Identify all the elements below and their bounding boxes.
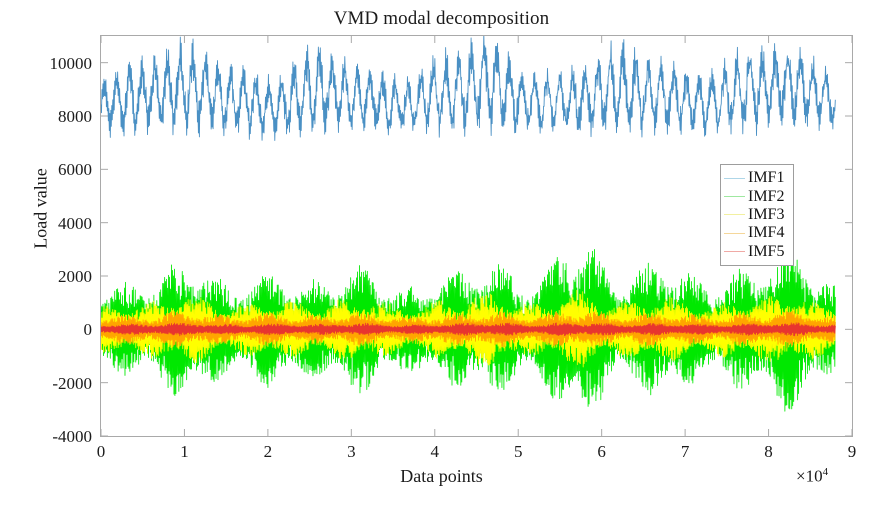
y-axis-ticks: -4000 -2000 0 2000 4000 6000 8000 10000 [0, 0, 93, 510]
legend-label: IMF4 [748, 224, 785, 242]
legend-swatch-icon [724, 251, 745, 253]
x-axis-label: Data points [400, 466, 483, 486]
page-title: VMD modal decomposition [333, 8, 550, 29]
y-tick-label: 2000 [58, 267, 92, 286]
legend-label: IMF3 [748, 205, 785, 223]
x-tick-label: 6 [597, 442, 606, 461]
x-tick-label: 9 [847, 442, 857, 461]
x-tick-label: 7 [680, 442, 690, 461]
y-tick-label: 0 [83, 320, 93, 340]
x-tick-label: 8 [764, 442, 773, 461]
y-tick-label: 4000 [58, 213, 92, 233]
plot-canvas [101, 36, 852, 436]
legend-item-imf5[interactable]: IMF5 [724, 243, 789, 261]
legend-swatch-icon [724, 177, 745, 179]
y-tick-label: 8000 [58, 107, 92, 126]
x-tick-label: 1 [180, 442, 189, 461]
legend-item-imf3[interactable]: IMF3 [724, 206, 789, 224]
legend-label: IMF1 [748, 169, 785, 187]
x-axis-exponent: ×104 [796, 466, 828, 487]
legend-item-imf4[interactable]: IMF4 [724, 224, 789, 242]
y-axis-label: Load value [30, 168, 51, 249]
legend-swatch-icon [724, 196, 745, 198]
legend-item-imf2[interactable]: IMF2 [724, 187, 789, 205]
legend-label: IMF2 [748, 187, 785, 205]
legend-label: IMF5 [748, 242, 785, 260]
legend-item-imf1[interactable]: IMF1 [724, 169, 789, 187]
chart-legend: IMF1 IMF2 IMF3 IMF4 IMF5 [720, 164, 794, 266]
x-tick-label: 5 [513, 442, 523, 461]
legend-swatch-icon [724, 214, 745, 216]
x-tick-label: 0 [96, 442, 106, 461]
x-axis-exponent-power: 4 [822, 466, 829, 478]
x-axis-exponent-base: ×10 [796, 466, 823, 486]
x-tick-label: 4 [430, 442, 440, 461]
y-tick-label: -4000 [52, 427, 92, 446]
y-tick-label: 6000 [58, 160, 92, 180]
y-tick-label: -2000 [52, 373, 92, 393]
y-tick-label: 10000 [49, 53, 93, 73]
legend-swatch-icon [724, 232, 745, 234]
x-tick-label: 3 [347, 442, 356, 461]
x-tick-label: 2 [263, 442, 273, 461]
